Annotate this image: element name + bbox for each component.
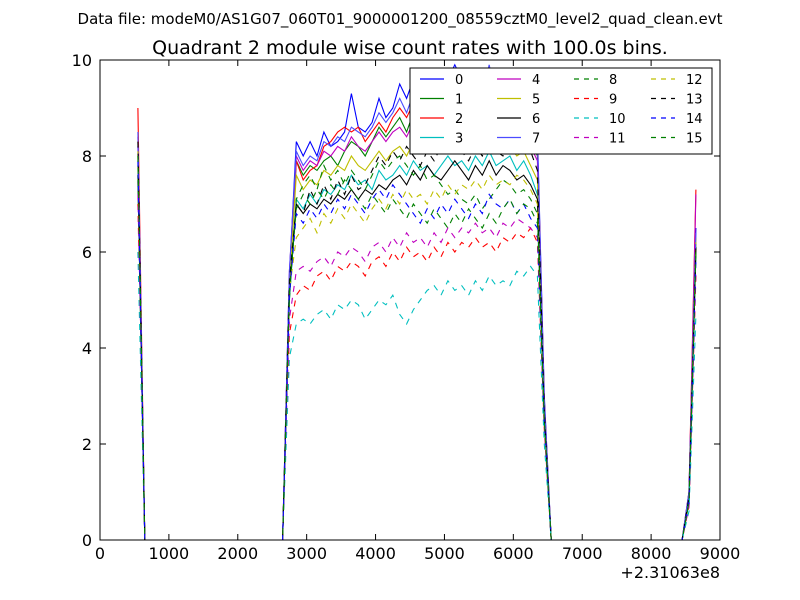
x-tick-label: 8000 [631, 544, 672, 563]
series-line-4 [137, 111, 697, 540]
x-tick-label: 1000 [149, 544, 190, 563]
legend-label-3: 3 [455, 132, 463, 147]
chart-title: Quadrant 2 module wise count rates with … [152, 37, 668, 59]
series-line-15 [137, 155, 697, 540]
legend-label-1: 1 [455, 93, 463, 108]
plot-frame [99, 59, 721, 541]
x-tick-label: 3000 [286, 544, 327, 563]
y-tick-label: 0 [82, 531, 92, 550]
series-line-8 [137, 155, 697, 540]
legend-label-6: 6 [532, 112, 540, 127]
legend-label-14: 14 [686, 112, 703, 127]
series-line-14 [137, 160, 697, 540]
legend-label-0: 0 [455, 73, 463, 88]
x-tick-label: 2000 [217, 544, 258, 563]
x-tick-label: 9000 [700, 544, 741, 563]
x-tick-label: 6000 [493, 544, 534, 563]
series-line-2 [137, 87, 697, 540]
x-tick-label: 0 [95, 544, 105, 563]
x-tick-label: 5000 [424, 544, 465, 563]
series-line-10 [137, 251, 697, 540]
legend-label-2: 2 [455, 112, 463, 127]
series-line-13 [137, 130, 697, 540]
series-line-5 [137, 130, 697, 540]
series-line-6 [137, 159, 697, 540]
legend-label-12: 12 [686, 73, 703, 88]
legend-box [409, 67, 713, 155]
y-tick-label: 8 [82, 147, 92, 166]
x-tick-label: 4000 [355, 544, 396, 563]
ticks-layer: 0 1000 2000 3000 4000 5000 6000 7000 8000 9000 0 2 4… [72, 51, 741, 563]
y-tick-label: 10 [72, 51, 92, 70]
legend-label-7: 7 [532, 132, 540, 147]
x-tick-label: 7000 [562, 544, 603, 563]
legend-label-8: 8 [609, 73, 617, 88]
legend-label-15: 15 [686, 132, 703, 147]
legend-label-13: 13 [686, 93, 703, 108]
y-tick-label: 2 [82, 435, 92, 454]
series-line-3 [137, 149, 697, 540]
y-tick-label: 4 [82, 339, 92, 358]
chart-suptitle: Data file: modeM0/AS1G07_060T01_90000012… [78, 10, 723, 29]
x-offset-text: +2.31063e8 [620, 563, 720, 582]
series-line-12 [137, 151, 697, 540]
y-tick-label: 6 [82, 243, 92, 262]
series-line-9 [137, 203, 697, 540]
legend-label-5: 5 [532, 93, 540, 108]
legend-label-11: 11 [609, 132, 626, 147]
legend-label-9: 9 [609, 93, 617, 108]
legend-label-10: 10 [609, 112, 626, 127]
legend-label-4: 4 [532, 73, 540, 88]
series-line-1 [137, 101, 697, 540]
series-line-11 [137, 194, 697, 540]
